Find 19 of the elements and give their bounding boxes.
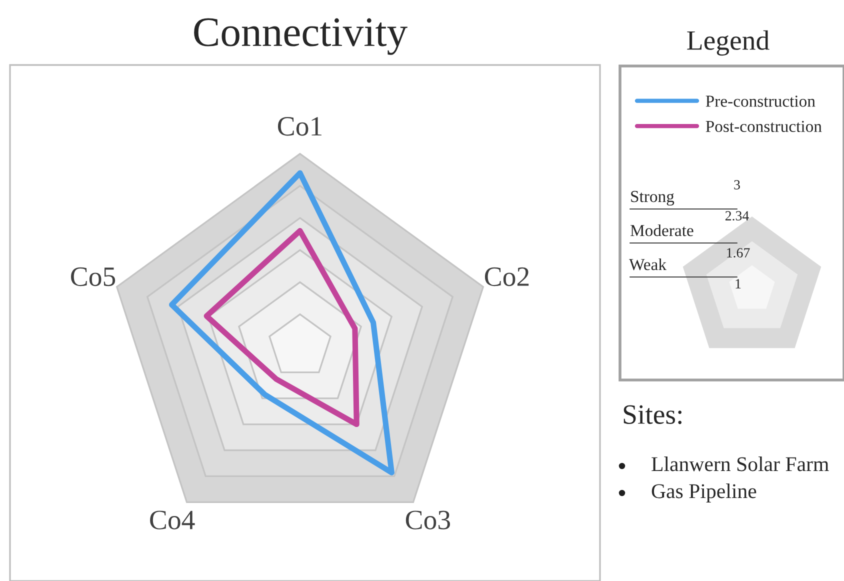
text: Sites: [624,405,682,424]
chart-title: Connectivity [194,18,408,55]
text: 1.67 [727,248,750,258]
spoke-label: Co1 [278,117,322,136]
spoke-label: Co5 [71,267,116,286]
text: Strong [631,190,674,206]
text: 3 [734,180,740,190]
legend-title: Legend [687,30,770,56]
text: 2.34 [725,211,749,221]
text: Weak [629,258,667,270]
text: Llanwern Solar Farm [652,456,829,472]
spoke-label: Co4 [150,510,195,530]
spoke-label: Co3 [406,510,450,530]
legend-label: Pre-construction [706,96,816,107]
legend-label: Post-construction [706,120,822,132]
text: Gas Pipeline [652,484,756,502]
text: Moderate [630,224,694,236]
text: 1 [736,279,741,288]
spoke-label: Co2 [484,267,529,286]
